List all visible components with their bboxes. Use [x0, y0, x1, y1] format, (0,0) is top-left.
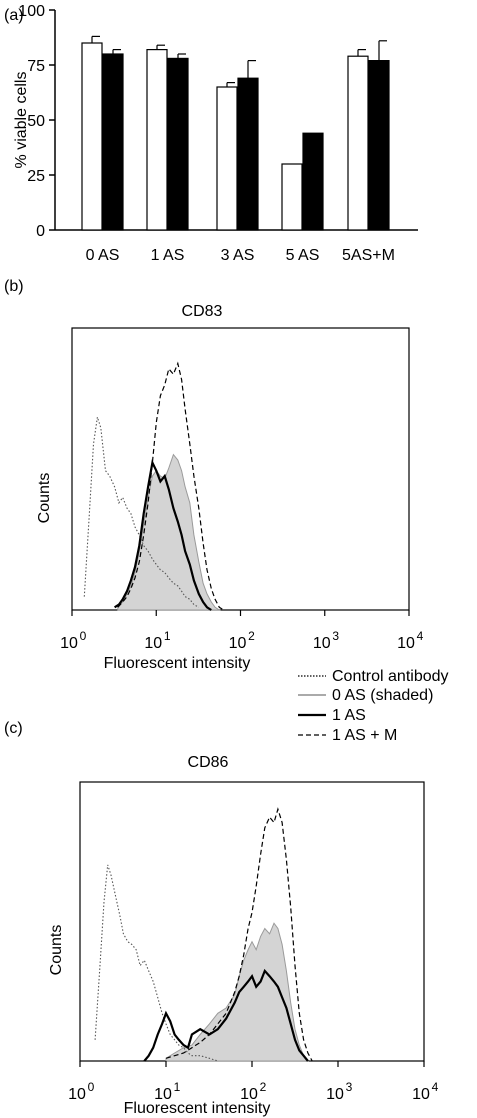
y-tick-label-a: 25 [27, 168, 45, 185]
series-shaded-0as [117, 453, 222, 611]
x-tick-exponent: 1 [164, 629, 171, 643]
x-tick-label: 10 [144, 635, 162, 652]
bar [167, 57, 189, 231]
y-tick-label-a: 0 [36, 223, 45, 240]
chart-title-b: CD83 [182, 303, 223, 320]
x-tick-exponent: 1 [174, 1080, 181, 1094]
category-label-a: 3 AS [221, 247, 255, 264]
x-tick-exponent: 4 [432, 1080, 439, 1094]
panel-label-b: (b) [4, 278, 24, 295]
y-axis-label-a: % viable cells [13, 72, 30, 169]
bar-chart-a: % viable cells 0 25 50 75 100 0 AS 1 AS 3 AS 5 … [13, 3, 418, 264]
category-labels-a: 0 AS 1 AS 3 AS 5 AS 5AS+M [86, 247, 395, 264]
x-tick-label: 10 [313, 635, 331, 652]
series-control-antibody [94, 864, 218, 1062]
x-tick-exponent: 0 [80, 629, 87, 643]
legend-label: 1 AS [332, 707, 366, 724]
bars-a [81, 35, 390, 231]
bar [237, 77, 259, 231]
x-tick-label: 10 [68, 1086, 86, 1103]
x-tick-exponent: 3 [346, 1080, 353, 1094]
y-tick-label-a: 50 [27, 113, 45, 130]
bar [102, 53, 124, 231]
x-tick-exponent: 3 [332, 629, 339, 643]
series-1as [114, 459, 212, 611]
bar [81, 42, 103, 231]
series-1as-m [165, 807, 313, 1062]
series-c [94, 807, 313, 1062]
y-axis-label-b: Counts [36, 473, 53, 524]
x-tick-label: 10 [397, 635, 415, 652]
plot-frame-b [71, 327, 410, 611]
x-ticks-b: 10 0 10 1 10 2 10 3 10 4 [60, 610, 424, 652]
x-ticks-c: 10 0 10 1 10 2 10 3 10 4 [68, 1061, 439, 1103]
x-axis-label-b: Fluorescent intensity [104, 655, 251, 672]
x-tick-exponent: 4 [417, 629, 424, 643]
series-shaded-0as [165, 922, 309, 1062]
legend-label: Control antibody [332, 668, 449, 685]
bar [146, 48, 168, 231]
x-tick-label: 10 [229, 635, 247, 652]
legend: Control antibody 0 AS (shaded) 1 AS 1 AS + … [298, 668, 449, 744]
legend-label: 0 AS (shaded) [332, 687, 433, 704]
x-tick-label: 10 [154, 1086, 172, 1103]
x-tick-exponent: 2 [260, 1080, 267, 1094]
bar [281, 163, 303, 231]
histogram-b: 10 0 10 1 10 2 10 3 10 4 Counts Fluorescent inten… [36, 327, 424, 672]
series-1as-m [117, 361, 224, 611]
category-label-a: 5 AS [286, 247, 320, 264]
chart-title-c: CD86 [188, 754, 229, 771]
panel-label-c: (c) [4, 720, 23, 737]
y-axis-label-c: Counts [48, 925, 65, 976]
y-tick-label-a: 100 [18, 3, 45, 20]
x-axis-label-c: Fluorescent intensity [124, 1100, 271, 1117]
category-label-a: 0 AS [86, 247, 120, 264]
legend-label: 1 AS + M [332, 727, 397, 744]
x-tick-label: 10 [412, 1086, 430, 1103]
category-label-a: 5AS+M [342, 247, 395, 264]
bar [368, 59, 390, 231]
series-b [83, 361, 224, 611]
series-control-antibody [83, 416, 200, 608]
x-tick-label: 10 [60, 635, 78, 652]
y-tick-label-a: 75 [27, 58, 45, 75]
x-tick-label: 10 [326, 1086, 344, 1103]
x-tick-exponent: 2 [248, 629, 255, 643]
bar [216, 86, 238, 231]
x-tick-label: 10 [240, 1086, 258, 1103]
series-1as [143, 968, 309, 1062]
histogram-c: 10 0 10 1 10 2 10 3 10 4 Counts Fluorescent inten… [48, 781, 439, 1117]
panel-label-a: (a) [4, 7, 24, 24]
bar [302, 132, 324, 231]
y-ticks-a: 0 25 50 75 100 [18, 3, 55, 240]
category-label-a: 1 AS [151, 247, 185, 264]
bar [347, 55, 369, 231]
x-tick-exponent: 0 [88, 1080, 95, 1094]
